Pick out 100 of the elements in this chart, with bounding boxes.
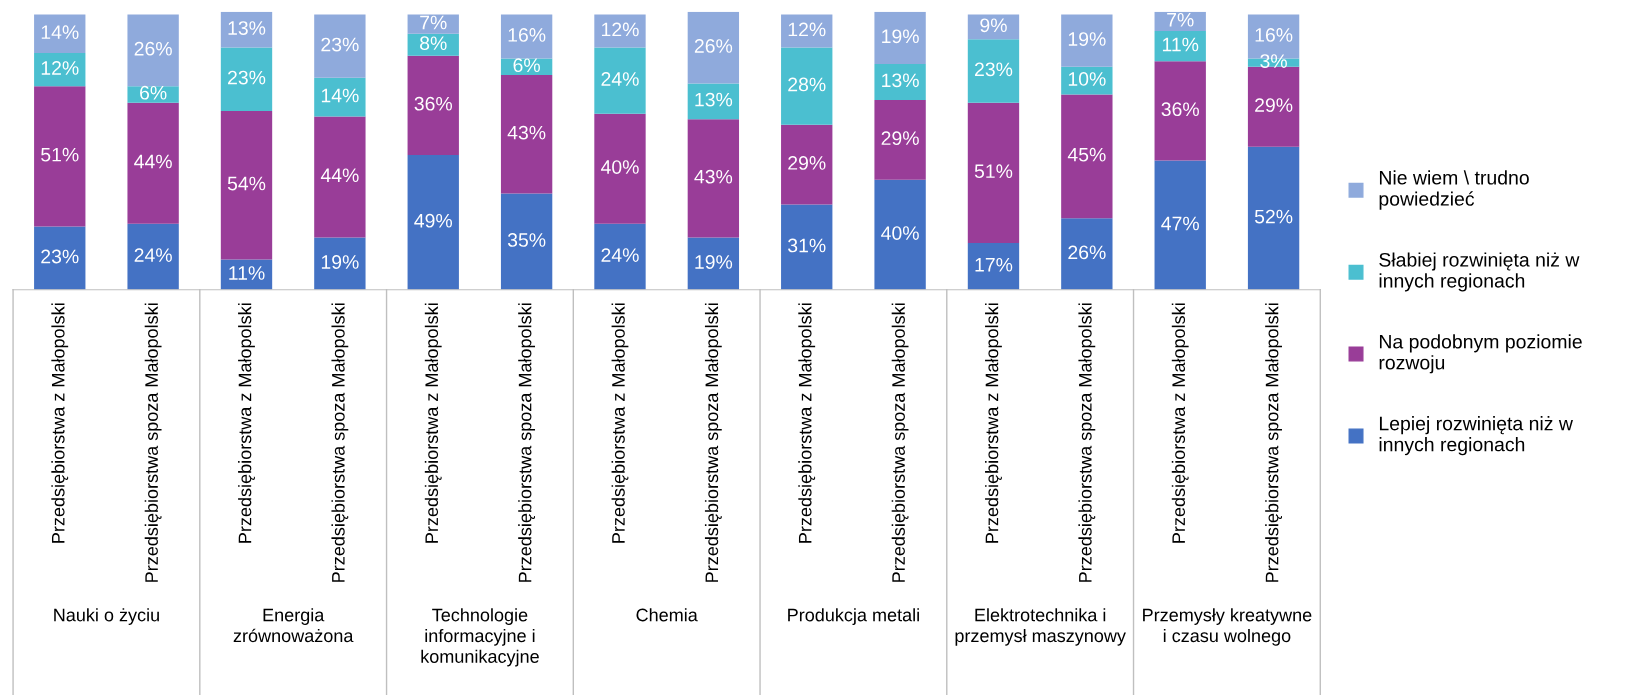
bar	[1247, 146, 1300, 290]
bar	[687, 237, 740, 290]
bar	[781, 47, 833, 125]
x-tick-label: Przedsiębiorstwa z Małopolski	[611, 303, 629, 543]
bar	[34, 226, 86, 290]
bar	[220, 110, 273, 260]
bar	[967, 243, 1020, 290]
data-label: 29%	[881, 131, 919, 146]
x-tick-label: Przedsiębiorstwa z Małopolski	[424, 303, 442, 543]
bar	[874, 179, 926, 290]
text: Energia zrównoważona	[233, 608, 354, 643]
bar	[874, 64, 926, 100]
bar	[500, 193, 553, 290]
data-label: 8%	[420, 36, 447, 51]
bar	[1154, 61, 1206, 161]
bar	[874, 11, 926, 65]
bar	[220, 47, 273, 111]
bar	[781, 124, 833, 205]
data-label: 17%	[975, 257, 1013, 272]
bar	[127, 102, 179, 224]
data-label: 16%	[1255, 28, 1293, 42]
bar	[967, 102, 1020, 244]
data-label: 10%	[1068, 72, 1106, 86]
data-label: 51%	[974, 164, 1013, 179]
bar	[34, 86, 86, 227]
bar	[1061, 218, 1113, 290]
x-tick-label: Przedsiębiorstwa spoza Małopolski	[704, 303, 722, 582]
x-tick-label: Przedsiębiorstwa spoza Małopolski	[1265, 303, 1283, 582]
data-label: 23%	[41, 249, 79, 264]
data-label: 26%	[694, 39, 733, 53]
data-label: 29%	[1255, 98, 1293, 112]
x-tick-label: Przedsiębiorstwa z Małopolski	[1171, 303, 1189, 543]
data-label: 29%	[788, 156, 826, 170]
bar	[127, 14, 179, 87]
bar	[781, 14, 833, 48]
data-label: 6%	[513, 58, 540, 73]
bar	[594, 14, 646, 48]
text: Technologie informacyjne i komunikacyjne	[421, 608, 539, 667]
bar	[500, 75, 553, 194]
text: Elektrotechnika i przemysł maszynowy	[955, 608, 1126, 646]
data-label: 54%	[227, 176, 266, 191]
data-label: 13%	[882, 73, 919, 88]
bar	[687, 119, 740, 238]
x-tick-label: Przedsiębiorstwa z Małopolski	[51, 303, 69, 543]
data-label: 6%	[140, 85, 167, 100]
data-label: 44%	[134, 154, 172, 169]
data-label: 26%	[1068, 245, 1106, 260]
data-label: 36%	[1161, 102, 1199, 117]
data-label: 7%	[1167, 12, 1194, 27]
data-label: 23%	[321, 37, 359, 52]
data-label: 49%	[414, 213, 453, 228]
x-tick-label: Przedsiębiorstwa spoza Małopolski	[144, 303, 162, 582]
x-tick-label: Przedsiębiorstwa spoza Małopolski	[331, 303, 349, 582]
data-label: 24%	[601, 248, 639, 262]
data-label: 23%	[974, 62, 1013, 77]
data-label: 24%	[134, 248, 172, 262]
data-label: 12%	[602, 22, 639, 37]
bar	[500, 14, 553, 59]
data-label: 19%	[1068, 32, 1106, 46]
bar	[34, 14, 86, 54]
data-label: 19%	[321, 255, 359, 269]
legend-label: Na podobnym poziomie rozwoju	[1379, 334, 1582, 374]
bar	[127, 86, 179, 103]
data-label: 11%	[1162, 37, 1199, 52]
data-label: 12%	[788, 22, 826, 37]
data-label: 13%	[228, 21, 266, 35]
text: Przemysły kreatywne i czasu wolnego	[1143, 608, 1312, 646]
data-label: 14%	[321, 88, 359, 103]
bar	[1061, 94, 1113, 219]
data-label: 44%	[320, 168, 359, 183]
data-label: 13%	[695, 92, 733, 107]
bar	[314, 14, 366, 78]
data-label: 43%	[507, 125, 546, 140]
data-label: 11%	[229, 266, 265, 280]
data-label: 7%	[420, 15, 447, 30]
legend-label: Lepiej rozwinięta niż w innych regionach	[1379, 416, 1573, 456]
bar	[594, 47, 646, 114]
data-label: 24%	[601, 72, 639, 86]
data-label: 52%	[1254, 209, 1293, 224]
legend-label: Nie wiem \ trudno powiedzieć	[1379, 170, 1529, 210]
text: Nauki o życiu	[54, 608, 159, 625]
text: Chemia	[636, 608, 698, 622]
data-label: 51%	[41, 147, 79, 162]
bar	[1061, 14, 1113, 67]
bar	[314, 116, 366, 238]
data-label: 28%	[788, 77, 826, 92]
legend-label: Słabiej rozwinięta niż w innych regionach	[1379, 252, 1580, 292]
data-label: 19%	[882, 29, 919, 44]
x-tick-label: Przedsiębiorstwa spoza Małopolski	[891, 303, 909, 582]
bar	[687, 11, 740, 84]
data-label: 19%	[695, 255, 733, 269]
data-label: 40%	[881, 226, 919, 240]
data-label: 9%	[980, 18, 1007, 33]
text: Produkcja metali	[788, 608, 919, 625]
bar	[1154, 160, 1206, 290]
bar	[314, 237, 366, 290]
x-tick-label: Przedsiębiorstwa spoza Małopolski	[1078, 303, 1096, 582]
x-tick-label: Przedsiębiorstwa z Małopolski	[238, 303, 255, 543]
bar	[687, 83, 740, 120]
bar	[407, 154, 459, 290]
